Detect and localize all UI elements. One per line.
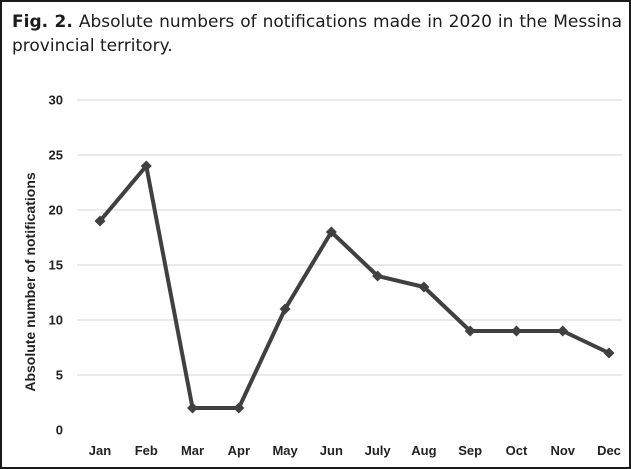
data-point-marker <box>233 402 245 414</box>
x-tick-label: Sep <box>458 443 482 458</box>
data-point-marker <box>510 325 522 337</box>
x-tick-label: Aug <box>411 443 436 458</box>
y-tick-label: 30 <box>49 93 63 108</box>
data-point-marker <box>557 325 569 337</box>
x-tick-label: July <box>365 443 392 458</box>
y-tick-label: 15 <box>49 258 63 273</box>
data-point-marker <box>464 325 476 337</box>
figure-label: Fig. 2. <box>12 12 73 32</box>
figure-caption-text: Absolute numbers of notifications made i… <box>12 12 622 56</box>
series-layer <box>94 160 615 414</box>
data-point-marker <box>279 303 291 315</box>
y-axis-ticks: 0 5 10 15 20 25 30 <box>49 93 63 438</box>
x-tick-label: May <box>272 443 298 458</box>
x-tick-label: Apr <box>228 443 250 458</box>
y-tick-label: 25 <box>49 148 63 163</box>
data-point-marker <box>94 215 106 227</box>
series-line <box>98 164 610 410</box>
x-tick-label: Mar <box>181 443 204 458</box>
gridlines <box>77 99 622 376</box>
x-tick-label: Jun <box>320 443 343 458</box>
x-tick-label: Feb <box>135 443 158 458</box>
y-tick-label: 10 <box>49 313 63 328</box>
data-point-marker <box>187 402 199 414</box>
x-tick-label: Dec <box>597 443 621 458</box>
y-axis-label: Absolute number of notifications <box>22 172 38 392</box>
x-tick-label: Jan <box>89 443 111 458</box>
data-point-marker <box>140 160 152 172</box>
data-point-marker <box>603 347 615 359</box>
figure-caption: Fig. 2. Absolute numbers of notification… <box>12 10 622 58</box>
y-tick-label: 0 <box>56 423 63 438</box>
data-point-marker <box>372 270 384 282</box>
x-tick-label: Nov <box>550 443 575 458</box>
data-point-marker <box>325 226 337 238</box>
y-tick-label: 20 <box>49 203 63 218</box>
y-tick-label: 5 <box>56 368 63 383</box>
x-tick-label: Oct <box>506 443 528 458</box>
x-axis-ticks: Jan Feb Mar Apr May Jun July Aug Sep Oct Nov Dec <box>89 443 621 458</box>
data-point-marker <box>418 281 430 293</box>
